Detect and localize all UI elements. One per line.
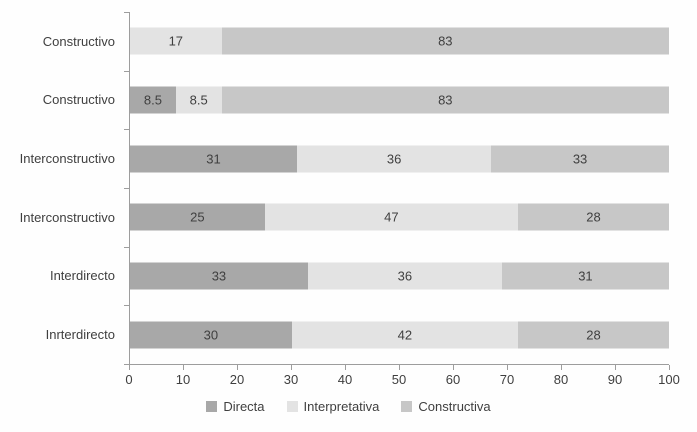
bar-value-label: 42	[397, 327, 413, 343]
bar-value-label: 33	[572, 151, 588, 167]
bar-segment-interpretativa: 17	[130, 27, 222, 55]
bar-value-label: 31	[578, 268, 593, 284]
x-axis-tick	[399, 365, 400, 370]
bar-segment-interpretativa: 47	[264, 203, 519, 231]
legend-item-interpretativa: Interpretativa	[286, 399, 380, 414]
x-axis-tick-label: 60	[445, 372, 461, 387]
bar-value-label: 83	[438, 33, 453, 49]
x-axis-tick	[615, 365, 616, 370]
bar-segment-constructiva: 83	[221, 86, 669, 114]
bar-segment-constructiva: 28	[518, 321, 669, 349]
x-axis-tick-label: 80	[553, 372, 569, 387]
x-axis-ticks: 0 10 20 30 40 50 60 70 80 90 100	[125, 365, 680, 389]
bar-value-label: 47	[384, 209, 399, 225]
bar-row: 8.5 8.5 83	[130, 71, 669, 130]
x-axis-tick-label: 50	[391, 372, 407, 387]
bar-row: 30 42 28	[130, 305, 669, 364]
y-axis-tick	[124, 364, 129, 365]
category-label: Interconstructivo	[19, 151, 115, 167]
bar-value-label: 8.5	[189, 92, 208, 108]
x-axis-tick-label: 20	[229, 372, 245, 387]
x-axis-tick-label: 0	[125, 372, 133, 387]
category-label: Interconstructivo	[19, 209, 115, 225]
x-axis-tick	[345, 365, 346, 370]
bar-segment-directa: 31	[130, 145, 298, 173]
bar-segment-constructiva: 83	[221, 27, 669, 55]
bar-row: 33 36 31	[130, 247, 669, 306]
bar-segment-directa: 8.5	[130, 86, 176, 114]
category-label: Constructivo	[42, 33, 115, 49]
category-labels: Constructivo Constructivo Interconstructiv…	[0, 12, 122, 364]
category-label: Interdirecto	[49, 268, 115, 284]
bar-value-label: 33	[211, 268, 227, 284]
bar-row: 31 36 33	[130, 129, 669, 188]
x-axis-tick	[561, 365, 562, 370]
legend-swatch-icon	[206, 401, 218, 412]
bar-segment-interpretativa: 42	[291, 321, 519, 349]
bar-segment-interpretativa: 36	[307, 262, 502, 290]
bar-value-label: 36	[386, 151, 402, 167]
legend-label: Directa	[223, 399, 265, 414]
x-axis-tick	[237, 365, 238, 370]
bar-segment-constructiva: 33	[491, 145, 669, 173]
bar-value-label: 28	[586, 209, 601, 225]
y-axis-tick	[124, 246, 129, 248]
bar-value-label: 31	[206, 151, 221, 167]
bar-value-label: 30	[203, 327, 219, 343]
y-axis-tick	[124, 188, 129, 189]
bar-segment-interpretativa: 36	[297, 145, 492, 173]
bar-value-label: 17	[168, 33, 184, 49]
y-axis-tick	[124, 70, 129, 72]
bar-segment-constructiva: 28	[518, 203, 669, 231]
x-axis-tick	[669, 365, 670, 370]
x-axis-tick-label: 10	[175, 372, 191, 387]
legend: Directa Interpretativa Constructiva	[0, 399, 697, 414]
x-axis-tick-label: 70	[499, 372, 515, 387]
x-axis-tick	[129, 365, 130, 370]
legend-swatch-icon	[286, 401, 298, 412]
legend-item-constructiva: Constructiva	[401, 399, 491, 414]
bar-segment-directa: 30	[130, 321, 292, 349]
bar-value-label: 36	[397, 268, 413, 284]
x-axis-tick	[453, 365, 454, 370]
bar-row: 01783	[130, 12, 669, 71]
y-axis-tick	[124, 305, 129, 307]
bar-value-label: 28	[586, 327, 601, 343]
x-axis-tick-label: 30	[283, 372, 299, 387]
x-axis-tick	[183, 365, 184, 370]
y-axis-tick	[124, 12, 129, 13]
x-axis-tick-label: 90	[607, 372, 623, 387]
bar-value-label: 25	[190, 209, 205, 225]
bar-segment-directa: 33	[130, 262, 308, 290]
bar-row: 25 47 28	[130, 188, 669, 247]
legend-swatch-icon	[401, 401, 413, 412]
bar-segment-interpretativa: 8.5	[175, 86, 222, 114]
legend-item-directa: Directa	[206, 399, 265, 414]
bar-value-label: 8.5	[143, 92, 162, 108]
x-axis-tick	[507, 365, 508, 370]
x-axis-tick-label: 100	[658, 372, 680, 387]
category-label: Inrterdirecto	[45, 327, 115, 343]
bar-segment-directa: 25	[130, 203, 265, 231]
legend-label: Constructiva	[418, 399, 491, 414]
legend-label: Interpretativa	[303, 399, 380, 414]
category-label: Constructivo	[42, 92, 115, 108]
bar-value-label: 83	[438, 92, 453, 108]
y-axis-tick	[124, 129, 129, 131]
x-axis-tick	[291, 365, 292, 370]
x-axis-tick-label: 40	[337, 372, 353, 387]
bar-segment-constructiva: 31	[501, 262, 669, 290]
